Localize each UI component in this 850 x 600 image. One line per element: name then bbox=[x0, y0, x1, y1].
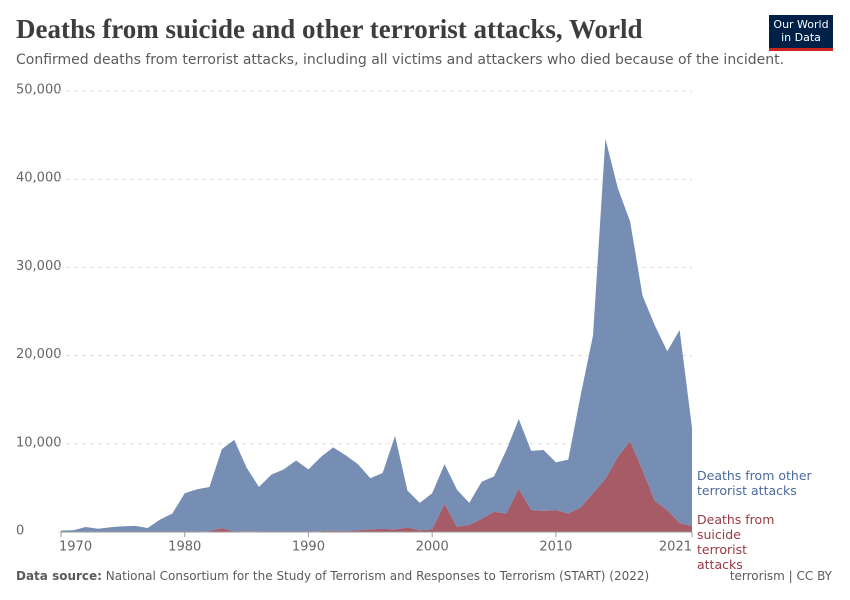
y-tick-label: 10,000 bbox=[16, 435, 62, 450]
source-label: Data source: bbox=[16, 569, 102, 583]
license[interactable]: terrorism | CC BY bbox=[729, 569, 832, 583]
chart-subtitle: Confirmed deaths from terrorist attacks,… bbox=[16, 52, 785, 68]
y-tick-label: 20,000 bbox=[16, 347, 62, 362]
area bbox=[61, 441, 692, 532]
y-tick-label: 40,000 bbox=[16, 171, 62, 186]
series-label: Deaths from suicide terrorist attacks bbox=[697, 512, 775, 572]
x-tick-label: 1970 bbox=[59, 540, 92, 555]
x-tick-label: 2021 bbox=[659, 540, 692, 555]
x-tick-label: 1980 bbox=[168, 540, 201, 555]
x-tick-label: 2010 bbox=[539, 540, 572, 555]
series-label: Deaths from other terrorist attacks bbox=[697, 468, 812, 498]
area bbox=[61, 138, 692, 533]
source: National Consortium for the Study of Ter… bbox=[105, 569, 650, 583]
y-tick-label: 50,000 bbox=[16, 83, 62, 98]
y-tick-label: 30,000 bbox=[16, 259, 62, 274]
x-tick-label: 2000 bbox=[416, 540, 449, 555]
x-tick-label: 1990 bbox=[292, 540, 325, 555]
chart-title: Deaths from suicide and other terrorist … bbox=[16, 14, 643, 44]
footer: Data source: National Consortium for the… bbox=[16, 569, 649, 583]
logo[interactable]: Our World in Data bbox=[769, 15, 833, 51]
y-tick-label: 0 bbox=[16, 524, 24, 539]
